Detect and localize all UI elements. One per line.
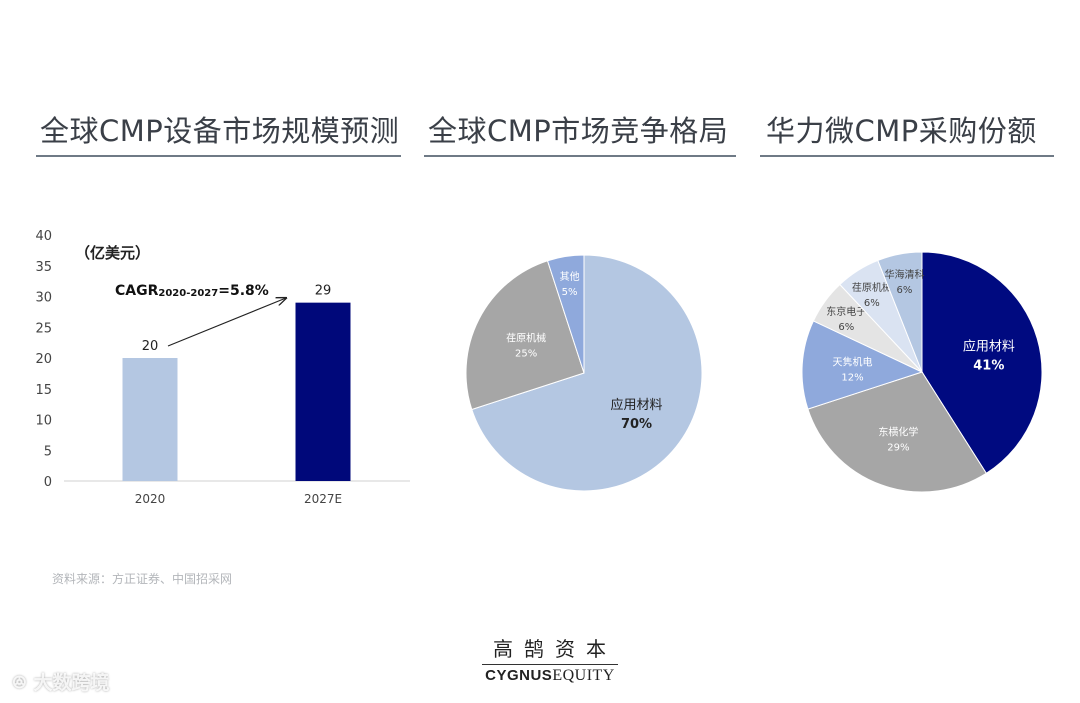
growth-arrow xyxy=(167,298,286,347)
watermark: ꔮ 大数跨境 xyxy=(12,672,110,694)
pie-slice xyxy=(877,251,923,373)
pie-slice-percent: 70% xyxy=(621,417,652,432)
pie-slice-percent: 5% xyxy=(562,287,578,298)
pie-slice xyxy=(807,371,987,493)
hwatsing-title-rule xyxy=(760,155,1054,157)
cygnus-equity-logo: 高鹄资本 CYGNUSEQUITY xyxy=(470,633,630,685)
pie-slice-percent: 6% xyxy=(838,322,854,333)
cagr-annotation: CAGR2020-2027=5.8% xyxy=(115,283,269,299)
y-tick-label: 25 xyxy=(35,321,52,336)
pie-slice-name: 东横化学 xyxy=(878,425,918,438)
y-tick-label: 30 xyxy=(35,291,52,306)
pie-slice-name: 东京电子 xyxy=(826,305,866,318)
y-tick-label: 0 xyxy=(44,475,52,490)
pie-slice xyxy=(546,254,585,374)
pie-slice xyxy=(801,320,924,410)
competition-title-rule xyxy=(424,155,736,157)
pie-slice-percent: 29% xyxy=(887,442,909,453)
pie-slice xyxy=(921,251,1043,475)
bar-value-label: 20 xyxy=(142,339,159,354)
logo-chinese: 高鹄资本 xyxy=(493,637,617,661)
x-tick-label: 2027E xyxy=(304,492,342,506)
pie-slice-percent: 25% xyxy=(515,349,537,360)
bar-2020 xyxy=(122,358,178,481)
logo-english: CYGNUSEQUITY xyxy=(485,667,615,684)
pie-slice-percent: 6% xyxy=(864,298,880,309)
pie-slice-name: 应用材料 xyxy=(610,397,662,413)
hwatsing-title: 华力微CMP采购份额 xyxy=(766,114,1037,148)
x-tick-label: 2020 xyxy=(135,492,166,506)
pie-slice-percent: 12% xyxy=(841,373,863,384)
unit-label: （亿美元） xyxy=(75,244,150,262)
y-tick-label: 35 xyxy=(35,260,52,275)
pie-slice-name: 荏原机械 xyxy=(852,281,892,294)
pie-slice-percent: 41% xyxy=(973,359,1004,374)
source-note: 资料来源：方正证券、中国招采网 xyxy=(52,572,233,586)
market-size-title-rule xyxy=(36,155,401,157)
logo-rule xyxy=(482,664,618,665)
competition-title: 全球CMP市场竞争格局 xyxy=(428,114,729,148)
y-tick-label: 5 xyxy=(44,444,52,459)
y-tick-label: 10 xyxy=(35,414,52,429)
pie-slice xyxy=(471,254,703,492)
market-size-title: 全球CMP设备市场规模预测 xyxy=(40,114,400,148)
pie-slice-name: 其他 xyxy=(560,270,580,283)
pie-slice-percent: 6% xyxy=(897,285,913,296)
pie-slice-name: 华海清科 xyxy=(884,268,924,281)
pie-slice-name: 荏原机械 xyxy=(506,332,546,345)
pie-slice xyxy=(465,260,585,411)
y-tick-label: 40 xyxy=(35,229,52,244)
y-tick-label: 20 xyxy=(35,352,52,367)
pie-slice-name: 天隽机电 xyxy=(833,356,873,369)
pie-slice-name: 应用材料 xyxy=(963,339,1015,355)
y-tick-label: 15 xyxy=(35,383,52,398)
competition-pie-chart: 应用材料 70% 荏原机械 25% 其他 5% xyxy=(465,254,703,492)
bar-2027e xyxy=(295,302,351,481)
bar-value-label: 29 xyxy=(315,284,332,299)
